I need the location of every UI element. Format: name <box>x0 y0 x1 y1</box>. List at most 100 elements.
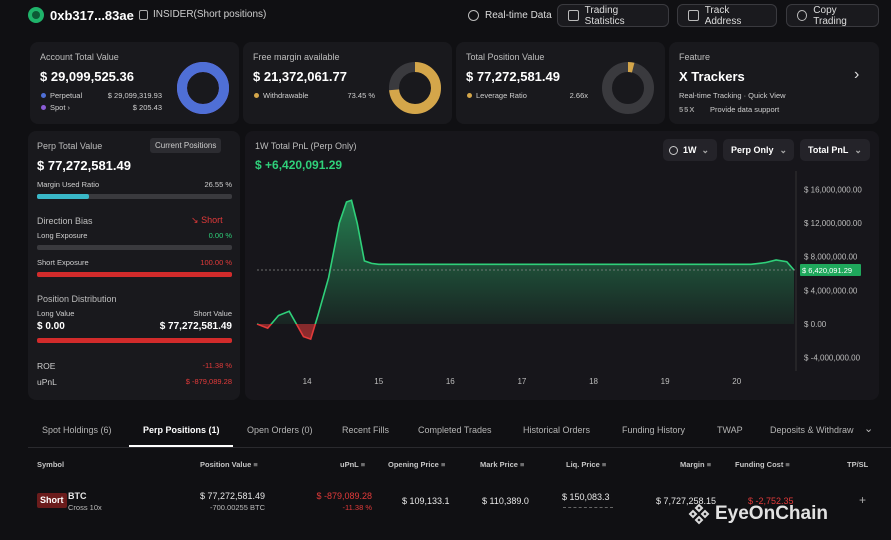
tab-historical-orders[interactable]: Historical Orders <box>523 425 591 435</box>
upnl-value: $ -879,089.28 <box>185 377 232 386</box>
pnl-negative-line <box>256 323 317 341</box>
direction-bias-value: ↘ Short <box>191 215 223 226</box>
x-tick-label: 17 <box>517 377 526 386</box>
long-exposure-bar <box>37 245 232 250</box>
col-position-value-label: Position Value <box>200 460 252 469</box>
spot-link[interactable]: Spot › <box>50 103 70 112</box>
margin-used-value: 26.55 % <box>204 180 232 189</box>
col-position-value[interactable]: Position Value ≡ <box>200 460 258 469</box>
y-tick-label: $ -4,000,000.00 <box>804 354 861 363</box>
x-tick-label: 18 <box>589 377 598 386</box>
x-tick-label: 16 <box>446 377 455 386</box>
header: 0xb317...83ae INSIDER(Short positions) R… <box>0 0 891 32</box>
margin-used-bar <box>37 194 232 199</box>
copy-icon[interactable] <box>139 10 148 20</box>
position-distribution-bar <box>37 338 232 343</box>
perpetual-value: $ 29,099,319.93 <box>107 91 162 100</box>
col-tpsl: TP/SL <box>847 460 869 469</box>
range-value: 1W <box>683 145 697 155</box>
total-position-label: Total Position Value <box>466 52 545 62</box>
copy-trading-button[interactable]: Copy Trading <box>786 4 879 27</box>
tab-twap[interactable]: TWAP <box>717 425 743 435</box>
long-value: $ 0.00 <box>37 321 65 332</box>
track-address-button[interactable]: Track Address <box>677 4 777 27</box>
feature-description: Real-time Tracking · Quick View <box>679 91 786 100</box>
row-margin-mode: Cross 10x <box>68 503 102 512</box>
upnl-label: uPnL <box>37 377 57 387</box>
y-tick-label: $ 8,000,000.00 <box>804 253 858 262</box>
row-position-value: $ 77,272,581.49 <box>199 491 265 501</box>
spot-value: $ 205.43 <box>132 103 162 112</box>
long-value-label: Long Value <box>37 309 75 318</box>
sort-icon: ≡ <box>520 460 525 469</box>
tab-open-orders[interactable]: Open Orders (0) <box>247 425 313 435</box>
long-exposure-label: Long Exposure <box>37 231 88 240</box>
pnl-positive-line <box>257 199 795 324</box>
chevron-down-icon[interactable]: ⌄ <box>864 423 874 435</box>
pnl-value: $ +6,420,091.29 <box>255 158 343 172</box>
metric-select[interactable]: Total PnL ⌄ <box>800 139 870 161</box>
long-exposure-value: 0.00 % <box>208 231 232 240</box>
scope-value: Perp Only <box>731 145 774 155</box>
col-funding-cost[interactable]: Funding Cost ≡ <box>735 460 790 469</box>
copy-trading-label: Copy Trading <box>813 4 847 27</box>
tab-completed-trades[interactable]: Completed Trades <box>418 425 492 435</box>
col-opening-price-label: Opening Price <box>388 460 439 469</box>
col-symbol[interactable]: Symbol <box>37 460 65 469</box>
tab-recent-fills[interactable]: Recent Fills <box>342 425 390 435</box>
metric-value: Total PnL <box>808 145 849 155</box>
y-tick-label: $ 12,000,000.00 <box>804 219 862 228</box>
realtime-data-button[interactable]: Real-time Data <box>458 4 562 27</box>
scope-select[interactable]: Perp Only ⌄ <box>723 139 794 161</box>
wallet-logo-icon <box>28 7 44 23</box>
free-margin-card: Free margin available $ 21,372,061.77 Wi… <box>243 42 452 124</box>
tab-perp-positions[interactable]: Perp Positions (1) <box>143 425 220 435</box>
row-symbol: BTC <box>68 491 87 501</box>
current-positions-button[interactable]: Current Positions <box>150 138 222 153</box>
col-margin-label: Margin <box>680 460 705 469</box>
wallet-address: 0xb317...83ae <box>50 8 134 23</box>
tab-spot-holdings[interactable]: Spot Holdings (6) <box>42 425 112 435</box>
col-liq-price[interactable]: Liq. Price ≡ <box>566 460 606 469</box>
range-select[interactable]: 1W ⌄ <box>663 139 717 161</box>
realtime-data-label: Real-time Data <box>485 10 552 21</box>
position-donut-chart <box>602 62 654 114</box>
x-tick-label: 15 <box>374 377 383 386</box>
col-mark-price[interactable]: Mark Price ≡ <box>480 460 524 469</box>
free-margin-value: $ 21,372,061.77 <box>253 69 347 84</box>
pnl-chart-panel: 1W Total PnL (Perp Only) $ +6,420,091.29… <box>245 131 879 400</box>
col-opening-price[interactable]: Opening Price ≡ <box>388 460 445 469</box>
chart-icon <box>568 10 579 21</box>
chevron-right-icon[interactable]: › <box>854 66 860 83</box>
col-upnl-label: uPnL <box>340 460 359 469</box>
feature-label: Feature <box>679 52 711 62</box>
spot-legend-dot <box>41 105 46 110</box>
total-position-card: Total Position Value $ 77,272,581.49 Lev… <box>456 42 665 124</box>
total-position-value: $ 77,272,581.49 <box>466 69 560 84</box>
col-funding-cost-label: Funding Cost <box>735 460 784 469</box>
position-donut-remainder <box>602 62 654 114</box>
liq-price-underline <box>563 507 613 508</box>
tpsl-add-button[interactable]: + <box>859 493 867 507</box>
tab-funding-history[interactable]: Funding History <box>622 425 686 435</box>
withdrawable-label: Withdrawable <box>263 91 309 100</box>
withdrawable-legend-dot <box>254 93 259 98</box>
copy-trading-icon <box>797 10 808 21</box>
row-opening-price: $ 109,133.1 <box>402 496 450 506</box>
direction-bias-label: Direction Bias <box>37 216 93 226</box>
pnl-title: 1W Total PnL (Perp Only) <box>255 141 357 151</box>
trading-statistics-button[interactable]: Trading Statistics <box>557 4 669 27</box>
col-margin[interactable]: Margin ≡ <box>680 460 711 469</box>
col-upnl[interactable]: uPnL ≡ <box>340 460 365 469</box>
perp-total-label: Perp Total Value <box>37 141 103 151</box>
clock-icon <box>669 145 678 155</box>
leverage-legend-dot <box>467 93 472 98</box>
side-badge: Short <box>37 493 67 508</box>
x-tick-label: 20 <box>732 377 741 386</box>
margin-donut-segment <box>389 62 441 114</box>
account-total-value: $ 29,099,525.36 <box>40 69 134 84</box>
feature-card[interactable]: Feature X Trackers Real-time Tracking · … <box>669 42 879 124</box>
tab-deposits-withdrawals[interactable]: Deposits & Withdraw <box>770 425 854 435</box>
direction-bias-text: Short <box>201 215 223 225</box>
active-tab-indicator <box>129 445 233 447</box>
